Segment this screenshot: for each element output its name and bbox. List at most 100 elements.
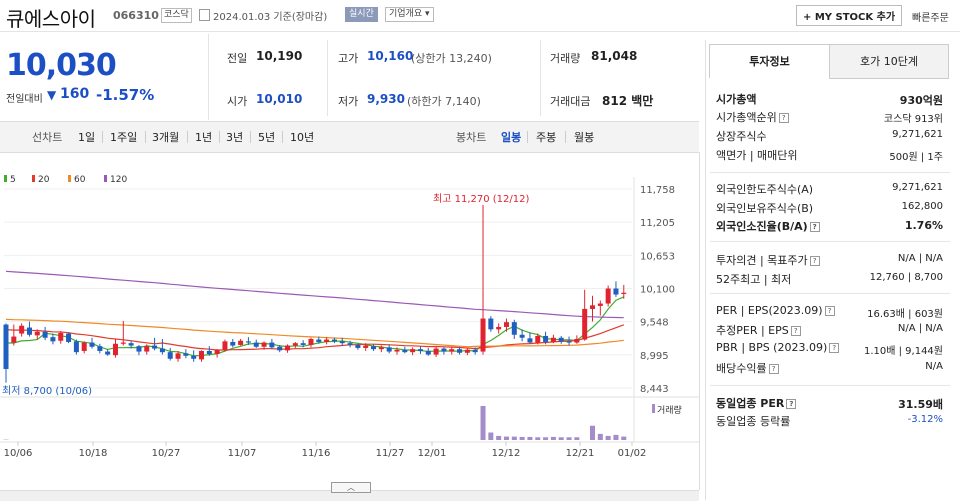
price-change: 160: [60, 86, 89, 102]
divider: [565, 131, 566, 143]
tab-monthly[interactable]: 월봉: [574, 129, 594, 145]
candle: [395, 350, 400, 352]
volume-bar: [496, 436, 501, 440]
amount-label: 거래대금: [550, 93, 590, 109]
quick-order-link[interactable]: 빠른주문: [912, 9, 949, 24]
candle: [426, 351, 431, 355]
info-value: 930억원: [900, 92, 943, 108]
tab-1week[interactable]: 1주일: [110, 129, 137, 145]
volume-bar: [520, 437, 525, 440]
tab-3month[interactable]: 3개월: [152, 129, 179, 145]
x-tick-label: 10/06: [4, 448, 33, 459]
candle: [82, 343, 87, 351]
candle: [215, 350, 220, 354]
info-label: PER | EPS(2023.09)?: [716, 304, 835, 317]
candle: [324, 340, 329, 342]
info-label: 액면가 | 매매단위: [716, 147, 798, 163]
info-value: 500원 | 1주: [889, 148, 943, 163]
tab-1day[interactable]: 1일: [78, 129, 95, 145]
chevron-up-icon[interactable]: ︿: [331, 482, 371, 493]
help-icon[interactable]: ?: [786, 399, 796, 409]
y-tick-label: 10,653: [640, 251, 675, 262]
divider: [219, 131, 220, 143]
info-value: N/A | N/A: [898, 323, 943, 334]
help-icon[interactable]: ?: [825, 306, 835, 316]
stock-name: 큐에스아이: [6, 3, 96, 32]
legend-swatch: [32, 175, 35, 182]
tab-10year[interactable]: 10년: [290, 129, 314, 145]
divider: [540, 40, 541, 116]
lower-limit: (하한가 7,140): [407, 93, 481, 109]
info-value: 12,760 | 8,700: [870, 272, 943, 283]
legend-swatch: [4, 175, 7, 182]
tab-invest-info[interactable]: 투자정보: [709, 44, 830, 78]
candle: [66, 334, 71, 342]
x-tick-label: 10/18: [79, 448, 108, 459]
help-icon[interactable]: ?: [769, 364, 779, 374]
volume-value: 81,048: [591, 49, 637, 63]
x-tick-label: 11/27: [376, 448, 405, 459]
candlestick-chart[interactable]: 11,75811,20510,65310,1009,5488,9958,4435…: [0, 152, 699, 482]
candle: [105, 352, 110, 355]
candle: [332, 340, 337, 342]
candle: [11, 337, 16, 343]
tab-5year[interactable]: 5년: [258, 129, 275, 145]
tab-1year[interactable]: 1년: [195, 129, 212, 145]
tab-daily[interactable]: 일봉: [501, 129, 521, 145]
volume-label: 거래량: [657, 404, 682, 416]
tab-order-book[interactable]: 호가 10단계: [829, 44, 949, 79]
candle: [230, 342, 235, 346]
candle: [199, 351, 204, 359]
candle: [590, 305, 595, 309]
open-label: 시가: [227, 93, 247, 109]
x-tick-label: 12/01: [418, 448, 447, 459]
info-value: 1.10배 | 9,144원: [864, 342, 943, 357]
candle: [449, 349, 454, 351]
divider: [145, 131, 146, 143]
candle: [481, 319, 486, 352]
tab-weekly[interactable]: 주봉: [536, 129, 556, 145]
candle: [574, 339, 579, 343]
candle: [160, 349, 165, 353]
line-chart-label: 선차트: [32, 129, 62, 145]
down-triangle-icon: ▼: [47, 88, 56, 102]
divider: [102, 131, 103, 143]
candle: [238, 341, 243, 345]
info-label: 52주최고 | 최저: [716, 271, 791, 287]
candle: [222, 341, 227, 349]
info-label: 외국인보유주식수(B): [716, 200, 813, 216]
candle: [363, 346, 368, 348]
volume-label: 거래량: [550, 50, 580, 66]
candle: [136, 346, 141, 351]
corp-info-dropdown[interactable]: 기업개요 ▾: [385, 7, 434, 22]
candle: [465, 350, 470, 353]
candle: [43, 332, 48, 338]
volume-bar: [543, 437, 548, 440]
prev-close-label: 전일: [227, 50, 247, 66]
help-icon[interactable]: ?: [829, 343, 839, 353]
candle: [457, 349, 462, 353]
info-label: 추정PER | EPS?: [716, 322, 801, 338]
divider: [250, 131, 251, 143]
help-icon[interactable]: ?: [810, 222, 820, 232]
divider: [527, 131, 528, 143]
help-icon[interactable]: ?: [791, 326, 801, 336]
candle: [277, 347, 282, 351]
max-annotation: 최고 11,270 (12/12): [433, 193, 529, 205]
info-value: 16.63배 | 603원: [867, 305, 943, 320]
info-value: -3.12%: [908, 414, 943, 425]
candle: [168, 352, 173, 359]
candle: [527, 338, 532, 342]
divider: [282, 131, 283, 143]
help-icon[interactable]: ?: [810, 256, 820, 266]
candle: [551, 338, 556, 342]
candle: [488, 319, 493, 330]
help-icon[interactable]: ?: [779, 113, 789, 123]
tab-3year[interactable]: 3년: [226, 129, 243, 145]
header-divider: [0, 31, 960, 32]
realtime-button[interactable]: 실시간: [345, 7, 378, 22]
add-mystock-button[interactable]: + MY STOCK 추가: [796, 5, 902, 26]
low-value: 9,930: [367, 92, 405, 106]
candle: [207, 351, 212, 354]
volume-bar: [621, 437, 626, 440]
